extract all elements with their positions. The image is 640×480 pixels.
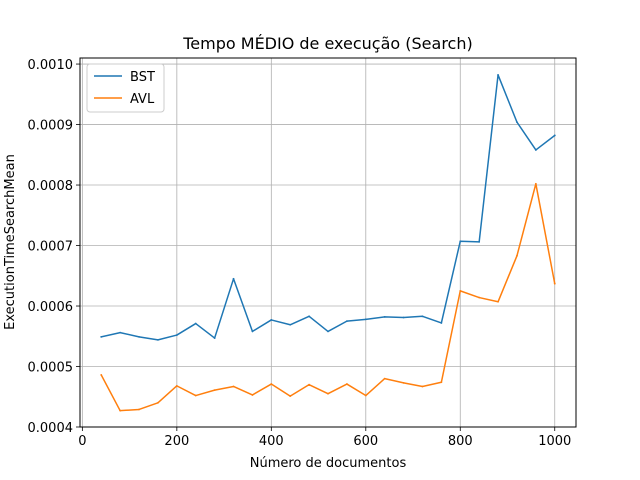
data-point-bst — [327, 330, 329, 333]
data-point-avl — [138, 408, 140, 411]
x-axis-label: Número de documentos — [250, 456, 407, 471]
data-point-bst — [308, 315, 311, 318]
x-tick-label: 0 — [78, 434, 86, 449]
x-tick-label: 600 — [353, 434, 378, 449]
data-point-avl — [327, 392, 329, 395]
data-point-bst — [175, 334, 178, 336]
y-tick-label: 0.0005 — [28, 361, 74, 376]
y-tick-label: 0.0008 — [28, 179, 74, 194]
data-point-bst — [194, 322, 197, 325]
data-point-bst — [270, 319, 273, 321]
data-point-bst — [459, 240, 462, 243]
data-point-bst — [345, 320, 348, 323]
data-point-bst — [478, 240, 481, 243]
data-point-bst — [516, 121, 518, 124]
y-tick-label: 0.0010 — [28, 58, 74, 73]
data-point-avl — [459, 289, 462, 292]
data-point-avl — [402, 381, 405, 384]
y-tick-label: 0.0009 — [28, 119, 74, 134]
data-point-avl — [440, 381, 443, 384]
y-axis-label: ExecutionTimeSearchMean — [3, 154, 18, 330]
y-axis: 0.0004 0.0005 0.0006 0.0007 0.0008 0.0009 0.00… — [28, 58, 80, 436]
data-point-bst — [138, 335, 140, 338]
data-point-bst — [383, 316, 386, 318]
data-point-bst — [119, 331, 122, 334]
legend: BST AVL — [86, 63, 165, 113]
data-point-avl — [119, 409, 122, 412]
data-point-avl — [289, 395, 292, 398]
data-point-avl — [534, 182, 537, 185]
data-point-bst — [289, 323, 292, 326]
data-point-avl — [553, 282, 556, 285]
x-tick-label: 200 — [164, 434, 189, 449]
data-point-avl — [251, 394, 254, 396]
data-point-bst — [157, 338, 159, 341]
x-tick-label: 800 — [448, 434, 473, 449]
data-point-avl — [175, 384, 178, 387]
data-point-avl — [308, 383, 311, 386]
x-tick-label: 400 — [259, 434, 284, 449]
data-point-avl — [364, 394, 367, 397]
plot-frame — [79, 57, 577, 428]
data-point-avl — [232, 385, 235, 388]
data-point-avl — [478, 296, 481, 299]
legend-label-bst: BST — [130, 70, 155, 85]
data-point-avl — [345, 383, 348, 385]
data-point-bst — [232, 277, 235, 280]
grid — [80, 58, 576, 428]
data-point-avl — [213, 389, 216, 391]
data-point-avl — [100, 374, 103, 376]
data-point-bst — [421, 315, 424, 318]
data-point-bst — [553, 134, 556, 137]
data-point-bst — [440, 322, 443, 324]
data-point-bst — [497, 74, 499, 76]
data-point-avl — [157, 401, 159, 404]
chart-title: Tempo MÉDIO de execução (Search) — [182, 34, 472, 53]
data-point-bst — [364, 318, 367, 321]
data-point-avl — [421, 385, 424, 388]
legend-label-avl: AVL — [130, 92, 155, 107]
data-point-bst — [251, 330, 254, 333]
y-tick-label: 0.0007 — [28, 240, 74, 255]
y-tick-label: 0.0004 — [28, 421, 74, 436]
data-point-avl — [516, 254, 518, 257]
data-point-avl — [194, 394, 197, 397]
x-tick-label: 1000 — [538, 434, 571, 449]
series-layer — [100, 74, 556, 412]
data-point-bst — [213, 337, 216, 339]
data-point-bst — [402, 316, 405, 319]
y-tick-label: 0.0006 — [28, 300, 74, 315]
data-point-avl — [270, 383, 273, 385]
data-point-bst — [100, 335, 103, 338]
data-point-bst — [534, 149, 537, 151]
data-point-avl — [383, 377, 386, 380]
x-axis: 0 200 400 600 800 1000 — [78, 427, 571, 449]
data-point-avl — [497, 300, 499, 303]
